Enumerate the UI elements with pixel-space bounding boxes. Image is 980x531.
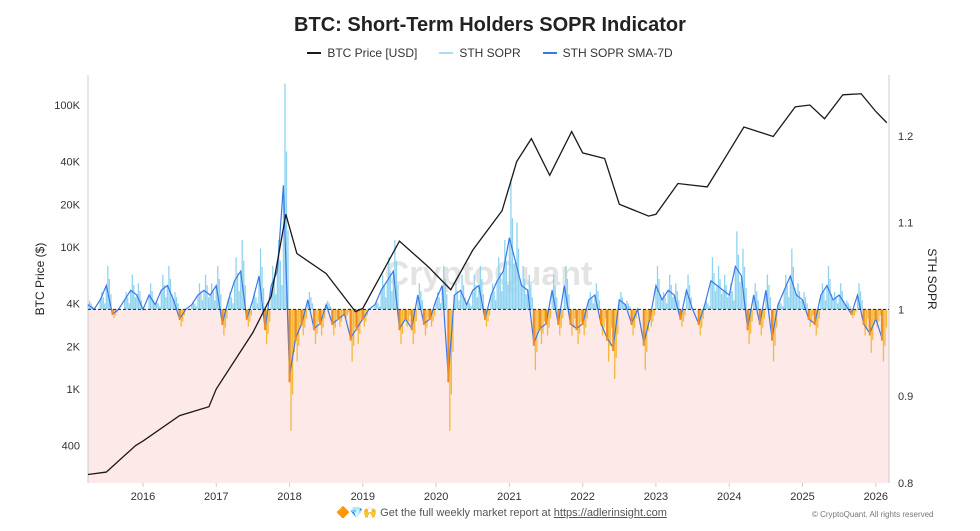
y-left-tick-label: 100K <box>54 100 80 112</box>
y-right-tick-label: 0.8 <box>898 478 913 490</box>
chart-title: BTC: Short-Term Holders SOPR Indicator <box>294 14 686 36</box>
x-tick-label: 2020 <box>424 491 448 503</box>
copyright: © CryptoQuant. All rights reserved <box>812 510 934 519</box>
y-left-tick-label: 1K <box>67 384 81 396</box>
x-tick-label: 2024 <box>717 491 741 503</box>
y-right-axis-title: STH SOPR <box>925 248 939 310</box>
legend-item-sma[interactable]: STH SOPR SMA-7D <box>542 46 673 60</box>
legend: BTC Price [USD] STH SOPR STH SOPR SMA-7D <box>0 46 980 60</box>
legend-swatch-sma <box>542 52 557 54</box>
y-left-tick-label: 2K <box>67 341 81 353</box>
legend-label: STH SOPR SMA-7D <box>562 46 673 60</box>
x-tick-label: 2023 <box>644 491 668 503</box>
y-left-tick-label: 400 <box>62 441 80 453</box>
y-left-tick-label: 20K <box>60 199 80 211</box>
x-tick-label: 2021 <box>497 491 521 503</box>
footer-emoji-icon: 🔶💎🙌 <box>336 507 378 519</box>
y-left-tick-label: 40K <box>60 157 80 169</box>
y-right-tick-label: 0.9 <box>898 391 913 403</box>
watermark: CryptoQuant <box>385 255 593 293</box>
x-tick-label: 2018 <box>277 491 301 503</box>
legend-swatch-sopr <box>439 52 454 54</box>
x-tick-label: 2019 <box>351 491 375 503</box>
y-left-tick-label: 4K <box>67 299 81 311</box>
x-tick-label: 2017 <box>204 491 228 503</box>
footer-text: Get the full weekly market report at <box>380 507 551 519</box>
legend-swatch-price <box>307 52 322 54</box>
x-tick-label: 2025 <box>790 491 814 503</box>
y-right-tick-label: 1.1 <box>898 218 913 230</box>
x-tick-label: 2026 <box>864 491 888 503</box>
legend-item-sopr[interactable]: STH SOPR <box>439 46 521 60</box>
x-tick-label: 2016 <box>131 491 155 503</box>
btc-price-line <box>87 93 888 476</box>
legend-label: STH SOPR <box>459 46 521 60</box>
x-tick-label: 2022 <box>570 491 594 503</box>
y-right-tick-label: 1 <box>898 304 904 316</box>
y-left-tick-label: 10K <box>60 242 80 254</box>
y-left-axis-title: BTC Price ($) <box>33 243 47 316</box>
y-right-tick-label: 1.2 <box>898 131 913 143</box>
legend-label: BTC Price [USD] <box>327 46 418 60</box>
legend-item-price[interactable]: BTC Price [USD] <box>307 46 417 60</box>
footer: 🔶💎🙌 Get the full weekly market report at… <box>336 506 667 519</box>
footer-link[interactable]: https://adlerinsight.com <box>553 507 667 519</box>
below-one-region <box>88 309 889 483</box>
